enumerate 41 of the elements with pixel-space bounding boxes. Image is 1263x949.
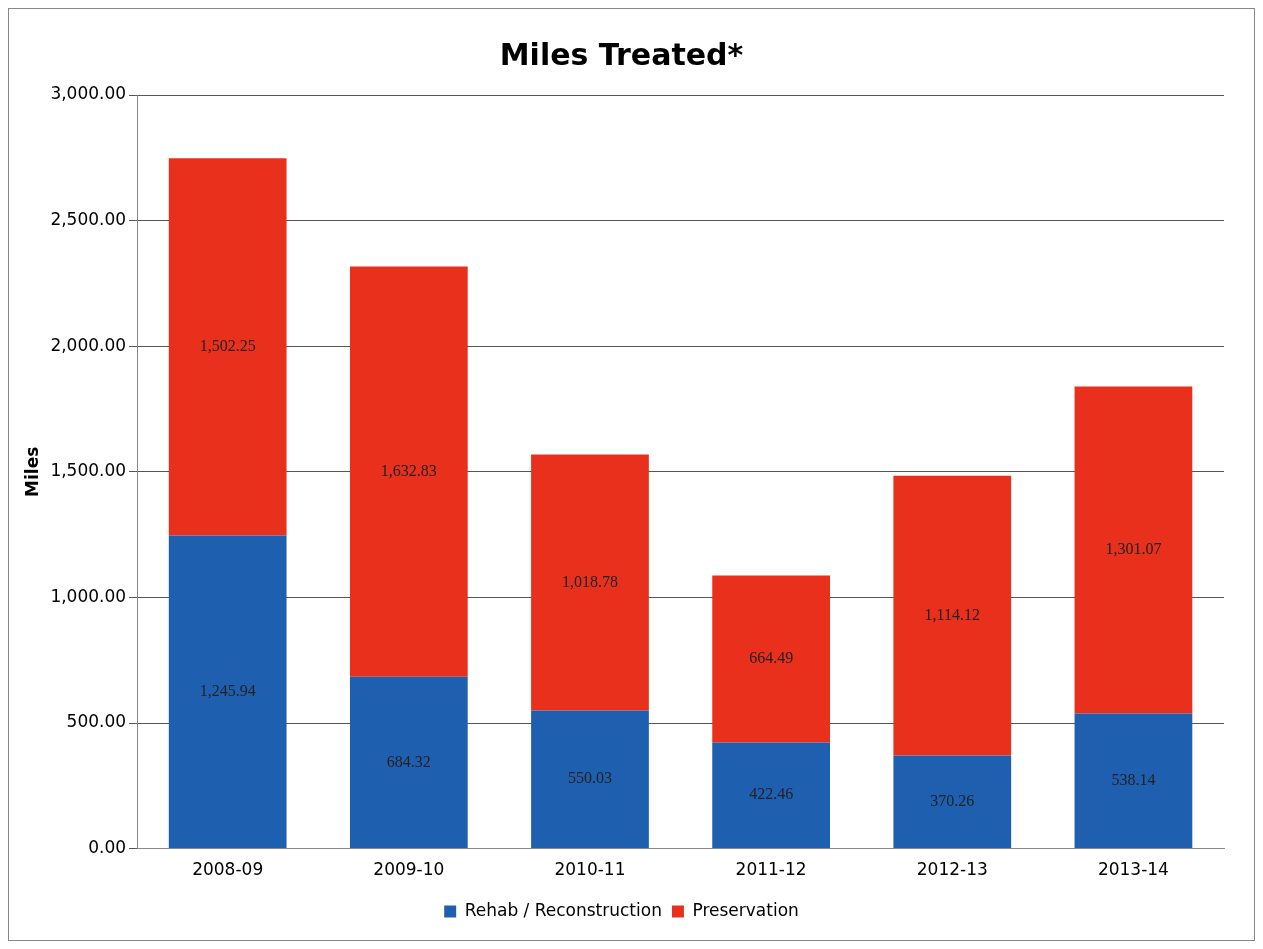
legend-label: Preservation <box>692 899 799 920</box>
y-tick-label: 2,500.00 <box>50 209 127 230</box>
legend-label: Rehab / Reconstruction <box>464 899 662 920</box>
bar <box>349 676 468 849</box>
bar <box>349 266 468 677</box>
x-tick-label: 2013-14 <box>1097 859 1169 880</box>
x-tick-label: 2012-13 <box>916 859 988 880</box>
data-label: 1,245.94 <box>199 682 256 700</box>
y-tick-label: 500.00 <box>66 711 127 732</box>
data-label: 422.46 <box>749 785 794 803</box>
bar <box>531 454 649 711</box>
y-tick-label: 0.00 <box>88 837 127 858</box>
data-label: 1,301.07 <box>1105 540 1162 558</box>
bar <box>168 535 287 849</box>
data-label: 1,502.25 <box>199 337 256 355</box>
data-label: 664.49 <box>749 649 794 667</box>
y-tick-label: 2,000.00 <box>50 334 127 355</box>
x-tick-label: 2009-10 <box>373 859 445 880</box>
x-tick-label: 2010-11 <box>554 859 626 880</box>
bar <box>893 475 1012 756</box>
bar <box>1074 386 1193 714</box>
bar <box>712 742 830 849</box>
bar <box>712 575 830 743</box>
y-axis-title: Miles <box>21 446 42 497</box>
bar <box>168 158 287 536</box>
bar <box>1074 713 1193 849</box>
data-label: 1,114.12 <box>924 605 980 623</box>
data-label: 550.03 <box>567 769 612 787</box>
y-tick-label: 1,000.00 <box>50 585 127 606</box>
data-label: 684.32 <box>386 752 431 770</box>
chart-title: Miles Treated* <box>499 36 744 72</box>
data-label: 538.14 <box>1111 770 1156 788</box>
data-label: 370.26 <box>930 792 975 810</box>
bar <box>531 710 649 849</box>
y-tick-label: 3,000.00 <box>50 83 127 104</box>
x-tick-label: 2008-09 <box>192 859 264 880</box>
data-label: 1,018.78 <box>561 572 618 590</box>
y-tick-label: 1,500.00 <box>50 460 127 481</box>
x-tick-label: 2011-12 <box>735 859 807 880</box>
bar <box>893 755 1012 849</box>
data-label: 1,632.83 <box>380 461 437 479</box>
